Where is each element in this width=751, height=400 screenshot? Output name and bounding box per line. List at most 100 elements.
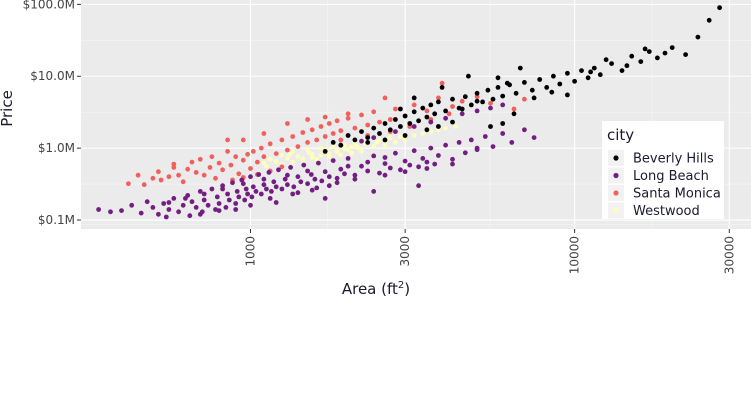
data-point	[416, 118, 421, 124]
legend-key-dot	[613, 190, 619, 196]
data-point	[509, 140, 515, 145]
data-point	[393, 150, 398, 156]
data-point	[216, 201, 222, 206]
data-point	[371, 135, 377, 141]
data-point	[624, 63, 630, 69]
data-point	[236, 171, 242, 177]
data-point	[490, 144, 496, 150]
data-point	[490, 96, 496, 102]
data-point	[382, 137, 388, 143]
legend-item-label: Beverly Hills	[633, 152, 714, 167]
legend[interactable]: city Beverly Hills Long Beach Santa Monica W…	[602, 121, 724, 219]
data-point	[253, 189, 259, 194]
data-point	[138, 210, 144, 216]
data-point	[459, 106, 465, 112]
data-point	[352, 125, 358, 131]
data-point	[318, 152, 324, 158]
data-point	[393, 129, 398, 135]
data-point	[300, 156, 306, 162]
data-point	[307, 150, 312, 156]
data-point	[334, 175, 340, 181]
data-point	[522, 96, 527, 102]
data-point	[267, 141, 273, 147]
data-point	[176, 209, 182, 215]
data-point	[387, 117, 393, 122]
data-point	[588, 69, 593, 75]
data-point	[468, 102, 474, 108]
data-point	[462, 150, 468, 156]
data-point	[309, 155, 315, 160]
data-point	[450, 96, 455, 102]
data-point	[305, 117, 310, 122]
data-point	[338, 128, 344, 134]
data-point	[319, 178, 325, 184]
data-point	[189, 159, 195, 165]
data-point	[695, 34, 701, 40]
data-point	[345, 133, 351, 138]
data-point	[436, 124, 441, 129]
data-point	[193, 170, 199, 175]
data-point	[416, 164, 421, 170]
data-point	[261, 154, 267, 160]
grid-lines	[81, 0, 751, 229]
data-point	[214, 194, 220, 200]
data-point	[300, 130, 306, 135]
data-point	[309, 187, 315, 193]
data-point	[488, 124, 493, 129]
data-point	[439, 85, 445, 90]
data-point	[288, 165, 293, 170]
data-points	[96, 5, 722, 220]
data-point	[522, 127, 527, 133]
data-point	[402, 137, 408, 143]
data-point	[517, 65, 523, 71]
data-point	[443, 142, 448, 148]
legend-item-label: Westwood	[633, 204, 700, 219]
data-point	[603, 57, 609, 63]
data-point	[322, 114, 328, 120]
data-point	[258, 191, 264, 197]
data-point	[338, 142, 344, 148]
data-point	[290, 149, 296, 154]
data-point	[646, 49, 652, 54]
data-point	[267, 196, 273, 201]
data-point	[298, 179, 304, 185]
data-point	[183, 196, 188, 201]
data-point	[655, 55, 660, 61]
data-point	[205, 202, 211, 208]
data-point	[377, 131, 382, 136]
data-point	[500, 131, 506, 136]
data-point	[108, 209, 113, 215]
data-point	[330, 158, 336, 164]
data-point	[301, 162, 307, 168]
y-tick-label: $10.0M	[30, 69, 75, 83]
data-point	[273, 184, 279, 190]
data-point	[585, 75, 591, 81]
series-beverly-hills	[322, 5, 722, 154]
data-point	[318, 145, 324, 151]
data-point	[318, 124, 324, 129]
data-point	[201, 172, 207, 178]
data-point	[579, 68, 584, 73]
x-tick-label: 10000	[568, 236, 582, 274]
data-point	[551, 73, 556, 79]
data-point	[236, 194, 242, 200]
data-point	[176, 172, 182, 178]
data-point	[166, 207, 172, 212]
y-axis-title: Price	[0, 90, 16, 127]
data-point	[482, 134, 488, 139]
data-point	[352, 137, 358, 143]
data-point	[135, 172, 141, 178]
data-point	[287, 151, 292, 157]
data-point	[242, 197, 248, 203]
data-point	[511, 111, 517, 117]
data-point	[171, 165, 177, 170]
legend-item-label: Long Beach	[633, 169, 709, 184]
data-point	[443, 115, 448, 121]
data-point	[295, 154, 301, 160]
data-point	[420, 131, 426, 136]
data-point	[371, 189, 377, 194]
data-point	[371, 109, 377, 115]
data-point	[261, 182, 267, 188]
data-point	[220, 186, 226, 192]
data-point	[480, 99, 485, 105]
